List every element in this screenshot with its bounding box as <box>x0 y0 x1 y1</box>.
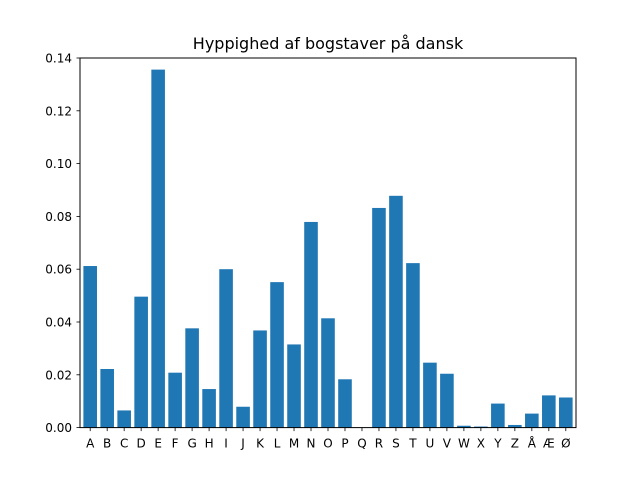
x-tick-label: L <box>274 437 281 451</box>
bar-E <box>151 69 165 428</box>
y-tick-label: 0.14 <box>45 52 72 66</box>
bar-G <box>185 328 199 428</box>
bars-group <box>83 69 573 428</box>
bar-P <box>338 379 352 428</box>
bar-C <box>117 410 131 428</box>
x-tick-label: M <box>289 437 299 451</box>
y-tick-label: 0.10 <box>45 157 72 171</box>
bar-H <box>202 389 216 428</box>
bar-M <box>287 344 301 428</box>
bar-W <box>457 425 471 428</box>
x-tick-label: P <box>341 437 348 451</box>
x-tick-label: E <box>154 437 162 451</box>
x-tick-label: C <box>120 437 128 451</box>
bar-U <box>423 362 437 428</box>
bar-A <box>83 266 97 428</box>
x-tick-label: O <box>323 437 332 451</box>
x-tick-label: Ø <box>561 437 570 451</box>
bar-X <box>474 426 488 428</box>
bar-Ø <box>559 397 573 428</box>
bar-O <box>321 318 335 428</box>
bar-Å <box>525 413 539 428</box>
bar-T <box>406 263 420 428</box>
bar-R <box>372 207 386 428</box>
bar-B <box>100 368 114 428</box>
x-tick-label: Y <box>493 437 502 451</box>
x-tick-label: W <box>458 437 470 451</box>
x-tick-label: Æ <box>543 437 555 451</box>
x-tick-label: G <box>187 437 196 451</box>
bar-D <box>134 296 148 428</box>
x-tick-label: D <box>137 437 146 451</box>
x-tick-label: V <box>443 437 452 451</box>
y-tick-label: 0.04 <box>45 316 72 330</box>
x-tick-label: A <box>86 437 95 451</box>
y-tick-label: 0.02 <box>45 368 72 382</box>
chart-title: Hyppighed af bogstaver på dansk <box>193 34 464 53</box>
bar-Æ <box>542 395 556 428</box>
x-tick-label: I <box>224 437 228 451</box>
bar-L <box>270 282 284 428</box>
bar-K <box>253 330 267 428</box>
bar-N <box>304 221 318 428</box>
x-tick-label: Z <box>511 437 519 451</box>
x-tick-label: H <box>205 437 214 451</box>
bar-S <box>389 195 403 428</box>
x-tick-label: K <box>256 437 265 451</box>
x-tick-label: X <box>477 437 485 451</box>
x-tick-label: R <box>375 437 383 451</box>
y-tick-label: 0.08 <box>45 210 72 224</box>
bar-J <box>236 406 250 428</box>
bar-F <box>168 372 182 428</box>
x-tick-label: T <box>408 437 417 451</box>
y-tick-label: 0.00 <box>45 421 72 435</box>
x-tick-label: J <box>240 437 245 451</box>
bar-V <box>440 373 454 428</box>
x-tick-label: U <box>426 437 435 451</box>
x-tick-label: S <box>392 437 400 451</box>
bar-Z <box>508 424 522 428</box>
y-tick-label: 0.12 <box>45 104 72 118</box>
plot-frame <box>79 57 577 429</box>
y-axis: 0.00 0.02 0.04 0.06 0.08 0.10 0.12 0.14 <box>45 52 80 435</box>
x-tick-label: B <box>103 437 111 451</box>
bar-Y <box>491 403 505 428</box>
y-tick-label: 0.06 <box>45 263 72 277</box>
x-tick-label: F <box>172 437 179 451</box>
bar-I <box>219 269 233 428</box>
x-tick-label: Q <box>357 437 366 451</box>
x-tick-label: N <box>307 437 316 451</box>
x-tick-label: Å <box>528 436 537 451</box>
